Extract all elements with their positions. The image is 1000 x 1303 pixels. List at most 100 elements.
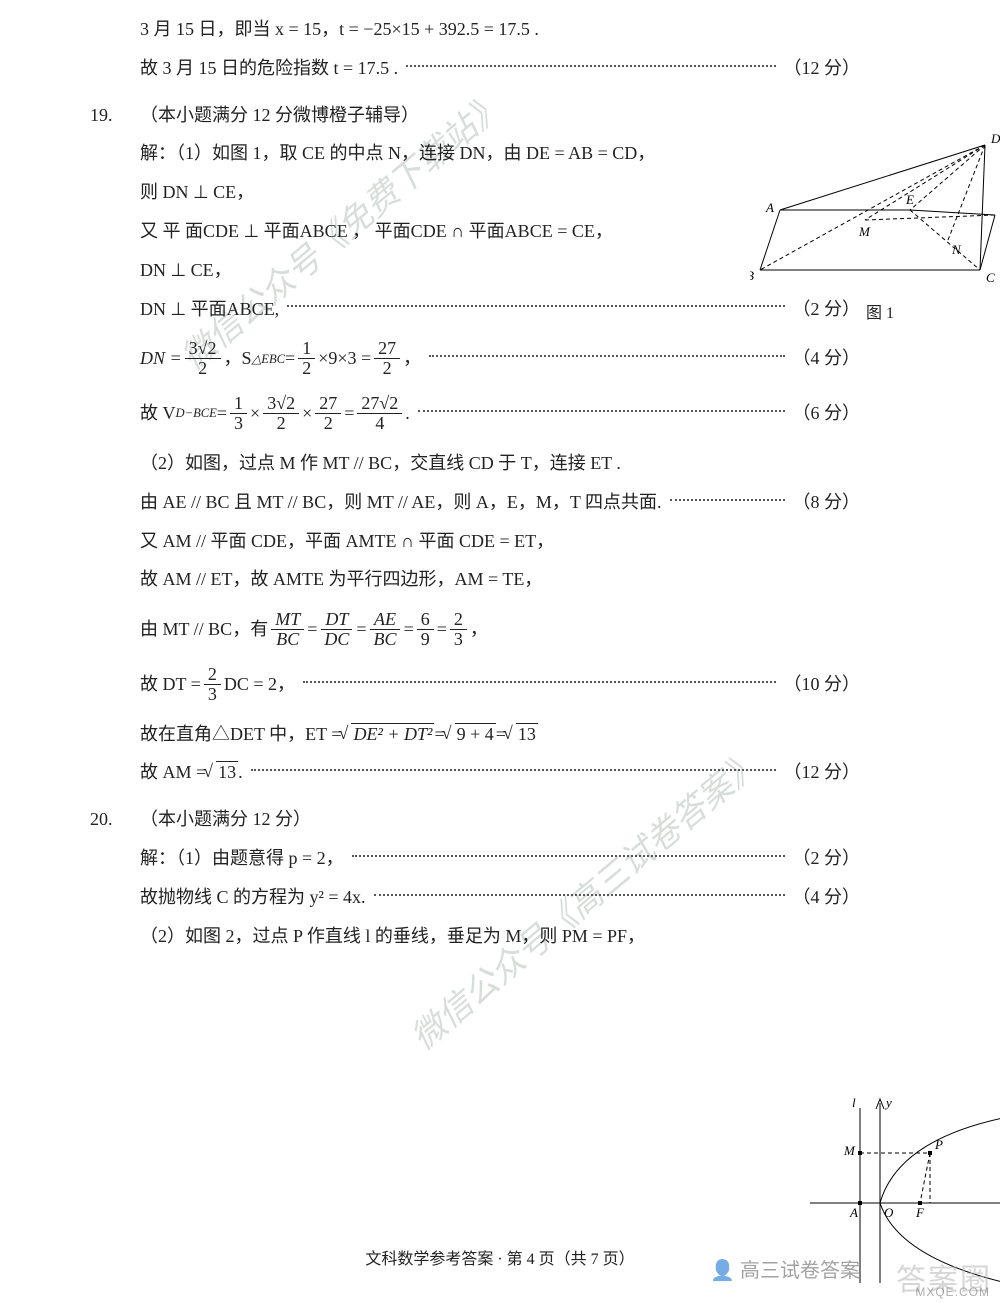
- score: （10 分）: [784, 670, 861, 699]
- text: =: [344, 399, 354, 428]
- text: =: [307, 615, 317, 644]
- frac-AE-BC: AEBC: [370, 610, 401, 649]
- leader-dots: [287, 304, 784, 307]
- text: ，: [403, 344, 421, 373]
- line-19-7: 故 VD−BCE = 13 × 3√22 × 272 = 27√24 . （6 …: [140, 394, 860, 433]
- text: DC = 2，: [224, 670, 295, 699]
- num: 1: [298, 339, 315, 359]
- line-19-15: 故 AM = 13 . （12 分）: [140, 758, 860, 787]
- num: 6: [417, 610, 434, 630]
- text: =: [437, 615, 447, 644]
- text: 故在直角△DET 中，ET =: [140, 720, 341, 749]
- num: 1: [230, 394, 247, 414]
- fig2-y: y: [884, 1095, 892, 1110]
- den: 2: [194, 359, 211, 378]
- frac-DT-DC: DTDC: [320, 610, 353, 649]
- leader-dots: [418, 409, 785, 412]
- text: =: [356, 615, 366, 644]
- text: 故抛物线 C 的方程为 y² = 4x.: [140, 883, 366, 912]
- leader-dots: [406, 64, 775, 67]
- score: （2 分）: [793, 844, 861, 873]
- score: （12 分）: [784, 758, 861, 787]
- fig2-P: P: [934, 1137, 943, 1152]
- den: 3: [204, 685, 221, 704]
- text: .: [405, 399, 410, 428]
- num: 27: [315, 394, 341, 414]
- text: 故 V: [140, 399, 176, 428]
- text: 3 月 15 日，即当 x = 15，t = −25×15 + 392.5 = …: [140, 15, 539, 44]
- rad: 13: [516, 723, 538, 744]
- rad: DE² + DT²: [351, 723, 434, 744]
- bottom-watermark: 👤 高三试卷答案: [710, 1254, 860, 1283]
- sqrt-de-dt: DE² + DT²: [341, 720, 434, 749]
- line-18a: 3 月 15 日，即当 x = 15，t = −25×15 + 392.5 = …: [140, 15, 860, 44]
- frac-1-3: 13: [230, 394, 247, 433]
- num: 2: [204, 665, 221, 685]
- text: 故 AM // ET，故 AMTE 为平行四边形，AM = TE，: [140, 565, 542, 594]
- line-19-6: DN = 3√22 ，S△EBC = 12 ×9×3 = 272 ， （4 分）: [140, 339, 860, 378]
- frac-27-2: 272: [374, 339, 400, 378]
- leader-dots: [429, 354, 784, 357]
- fig2-O: O: [884, 1205, 894, 1220]
- frac-1-2: 12: [298, 339, 315, 378]
- svg-text:M: M: [858, 224, 871, 239]
- figure-1: ABCDEMNT 图 1: [750, 130, 1000, 290]
- svg-text:D: D: [990, 131, 1000, 146]
- den: 9: [417, 630, 434, 649]
- frac-2-3: 23: [450, 610, 467, 649]
- leader-dots: [352, 854, 785, 857]
- den: 2: [379, 359, 396, 378]
- fig2-M: M: [843, 1143, 856, 1158]
- frac-MT-BC: MTBC: [271, 610, 304, 649]
- text: DN ⊥ 平面ABCE,: [140, 295, 279, 324]
- sqrt-13: 13: [506, 720, 538, 749]
- text: （2）如图 2，过点 P 作直线 l 的垂线，垂足为 M，则 PM = PF，: [140, 922, 645, 951]
- fig2-A: A: [849, 1205, 858, 1220]
- line-19-11: 故 AM // ET，故 AMTE 为平行四边形，AM = TE，: [140, 565, 860, 594]
- text: 解：（1）由题意得 p = 2，: [140, 844, 344, 873]
- leader-dots: [251, 768, 776, 771]
- score: （4 分）: [793, 344, 861, 373]
- text: ×: [250, 399, 260, 428]
- line-19-14: 故在直角△DET 中，ET = DE² + DT² = 9 + 4 = 13: [140, 720, 860, 749]
- text: 由 AE // BC 且 MT // BC，则 MT // AE，则 A，E，M…: [140, 488, 662, 517]
- leader-dots: [670, 498, 785, 501]
- frac-6-9: 69: [417, 610, 434, 649]
- svg-text:B: B: [750, 268, 754, 283]
- text: =: [217, 399, 227, 428]
- num: 3√2: [263, 394, 299, 414]
- text: ，: [470, 615, 488, 644]
- leader-dots: [374, 893, 785, 896]
- num: MT: [271, 610, 304, 630]
- den: 2: [320, 414, 337, 433]
- line-20-1: 解：（1）由题意得 p = 2， （2 分）: [140, 844, 860, 873]
- figure-1-svg: ABCDEMNT: [750, 130, 1000, 290]
- svg-text:E: E: [905, 192, 914, 207]
- rad: 13: [216, 761, 238, 782]
- svg-text:N: N: [951, 242, 962, 257]
- text: 故 AM =: [140, 758, 206, 787]
- frac-2-3b: 23: [204, 665, 221, 704]
- question-number-20: 20.: [90, 805, 113, 834]
- text: =: [285, 344, 295, 373]
- text: 则 DN ⊥ CE，: [140, 178, 254, 207]
- leader-dots: [303, 680, 776, 683]
- score: （8 分）: [793, 488, 861, 517]
- figure-1-caption: 图 1: [750, 299, 1000, 323]
- num: 3√2: [185, 339, 221, 359]
- line-19-12: 由 MT // BC，有 MTBC = DTDC = AEBC = 69 = 2…: [140, 610, 860, 649]
- num: DT: [321, 610, 352, 630]
- svg-text:C: C: [986, 270, 995, 285]
- frac-3r2-2b: 3√22: [263, 394, 299, 433]
- line-19-13: 故 DT = 23 DC = 2， （10 分）: [140, 665, 860, 704]
- text: 又 平 面CDE ⊥ 平面ABCE ， 平面CDE ∩ 平面ABCE = CE，: [140, 217, 613, 246]
- text: 故 DT =: [140, 670, 201, 699]
- rad: 9 + 4: [455, 723, 496, 744]
- num: 27: [374, 339, 400, 359]
- fig2-F: F: [915, 1205, 925, 1220]
- line-19-9: 由 AE // BC 且 MT // BC，则 MT // AE，则 A，E，M…: [140, 488, 860, 517]
- page: 微信公众号《免费下载站》 微信公众号《高三试卷答案》 3 月 15 日，即当 x…: [0, 0, 1000, 1303]
- num: 27√2: [357, 394, 402, 414]
- sqrt-9-4: 9 + 4: [445, 720, 496, 749]
- den: 2: [273, 414, 290, 433]
